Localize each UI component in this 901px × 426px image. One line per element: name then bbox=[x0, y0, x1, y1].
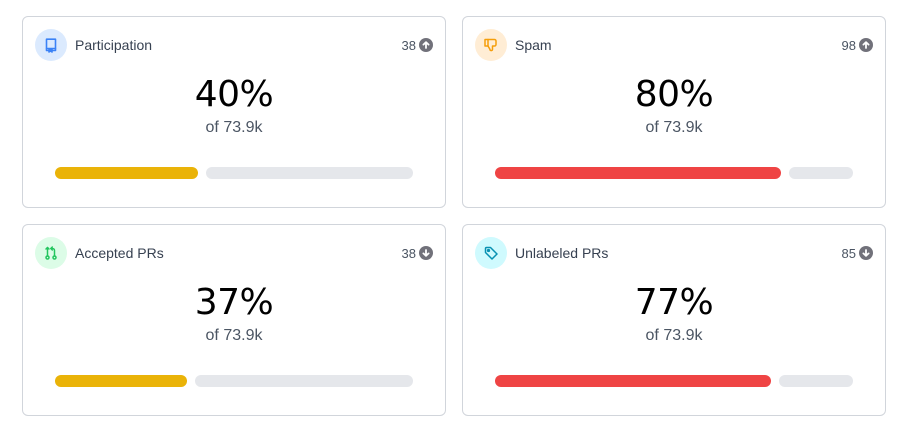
card-title: Accepted PRs bbox=[75, 245, 164, 261]
unlabeled-prs-card: Unlabeled PRs 85 77% of 73.9k bbox=[462, 224, 886, 416]
progress-bar bbox=[495, 167, 853, 179]
progress-track bbox=[789, 167, 853, 179]
card-header: Participation 38 bbox=[35, 29, 433, 61]
total-value: of 73.9k bbox=[205, 327, 263, 344]
percentage-value: 80% bbox=[634, 74, 714, 115]
delta-badge: 38 bbox=[402, 246, 433, 261]
card-header: Accepted PRs 38 bbox=[35, 237, 433, 269]
delta-badge: 85 bbox=[842, 246, 873, 261]
git-pull-request-icon bbox=[35, 237, 67, 269]
card-title: Spam bbox=[515, 37, 552, 53]
spam-card: Spam 98 80% of 73.9k bbox=[462, 16, 886, 208]
arrow-up-icon bbox=[419, 38, 433, 52]
delta-value: 98 bbox=[841, 37, 856, 53]
delta-badge: 98 bbox=[842, 38, 873, 53]
progress-fill bbox=[495, 167, 781, 179]
accepted-prs-card: Accepted PRs 38 37% of 73.9k bbox=[22, 224, 446, 416]
total-value: of 73.9k bbox=[645, 119, 703, 136]
total-value: of 73.9k bbox=[645, 327, 703, 344]
arrow-down-icon bbox=[419, 246, 433, 260]
tag-icon bbox=[475, 237, 507, 269]
thumbs-down-icon bbox=[475, 29, 507, 61]
progress-fill bbox=[495, 375, 771, 387]
repo-icon bbox=[35, 29, 67, 61]
card-title: Participation bbox=[75, 37, 153, 53]
arrow-down-icon bbox=[859, 246, 873, 260]
delta-value: 38 bbox=[401, 37, 416, 53]
progress-bar bbox=[55, 375, 413, 387]
progress-track bbox=[206, 167, 413, 179]
card-header: Unlabeled PRs 85 bbox=[475, 237, 873, 269]
percentage-value: 77% bbox=[634, 282, 714, 323]
progress-bar bbox=[55, 167, 413, 179]
progress-fill bbox=[55, 167, 198, 179]
progress-fill bbox=[55, 375, 187, 387]
card-title: Unlabeled PRs bbox=[515, 245, 609, 261]
delta-value: 85 bbox=[841, 245, 856, 261]
progress-bar bbox=[495, 375, 853, 387]
delta-value: 38 bbox=[401, 245, 416, 261]
progress-track bbox=[779, 375, 853, 387]
total-value: of 73.9k bbox=[205, 119, 263, 136]
delta-badge: 38 bbox=[402, 38, 433, 53]
participation-card: Participation 38 40% of 73.9k bbox=[22, 16, 446, 208]
progress-track bbox=[195, 375, 413, 387]
percentage-value: 40% bbox=[194, 74, 274, 115]
percentage-value: 37% bbox=[194, 282, 274, 323]
arrow-up-icon bbox=[859, 38, 873, 52]
card-header: Spam 98 bbox=[475, 29, 873, 61]
